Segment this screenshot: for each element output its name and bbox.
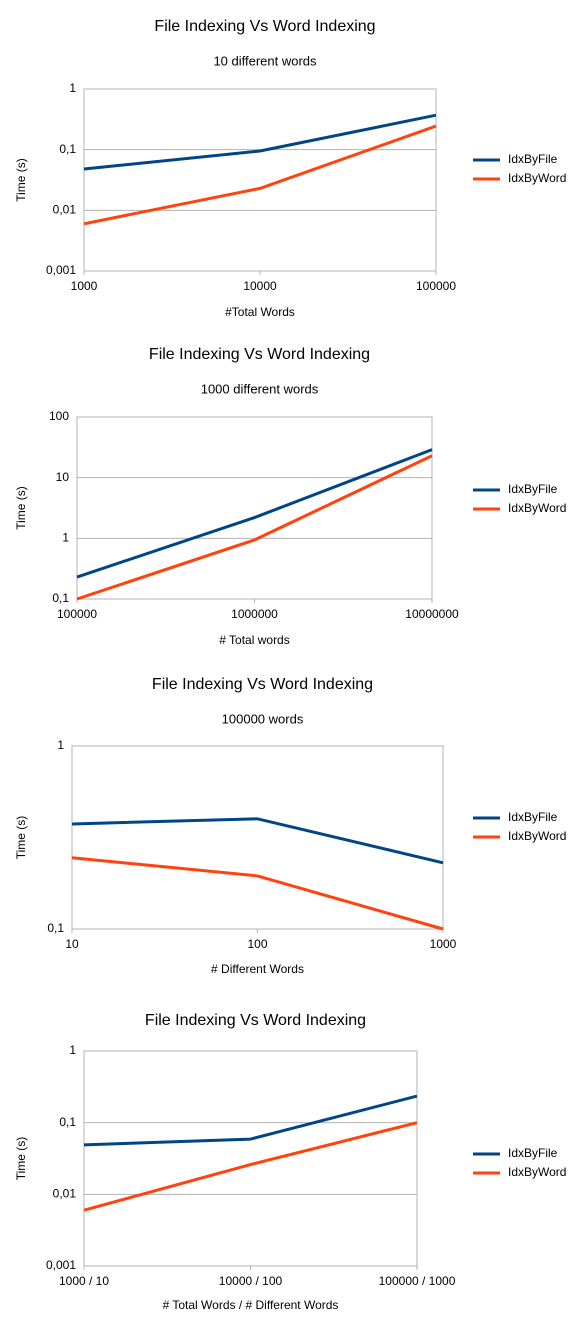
y-axis-label: Time (s): [14, 1137, 28, 1181]
x-axis-label: #Total Words: [225, 305, 295, 319]
chart-subtitle: 1000 different words: [201, 381, 319, 396]
series-line: [76, 454, 433, 601]
y-tick-label: 0,1: [59, 142, 76, 156]
legend-label: IdxByFile: [508, 152, 558, 166]
legend-label: IdxByFile: [508, 482, 558, 496]
legend-label: IdxByWord: [508, 171, 566, 185]
y-tick-label: 1: [69, 1043, 76, 1057]
legend-label: IdxByFile: [508, 1146, 558, 1160]
plot-border: [76, 416, 433, 600]
y-tick-label: 1: [62, 531, 69, 545]
x-tick-label: 10000000: [405, 607, 459, 621]
x-tick-label: 1000000: [231, 607, 278, 621]
y-tick-label: 0,1: [52, 591, 69, 605]
x-tick-label: 1000: [430, 937, 457, 951]
y-axis-label: Time (s): [14, 816, 28, 860]
series-line: [83, 124, 437, 226]
y-tick-label: 0,01: [53, 203, 77, 217]
x-axis-label: # Different Words: [211, 962, 304, 976]
series-line: [76, 448, 433, 579]
y-tick-label: 1: [57, 738, 64, 752]
x-tick-label: 10000 / 100: [219, 1274, 283, 1288]
x-tick-label: 100: [247, 937, 267, 951]
x-tick-label: 10: [65, 937, 79, 951]
plot-border: [83, 88, 437, 272]
x-tick-label: 100000: [57, 607, 97, 621]
legend-label: IdxByFile: [508, 810, 558, 824]
y-tick-label: 0,1: [59, 1115, 76, 1129]
series-line: [83, 1094, 418, 1147]
chart-title: File Indexing Vs Word Indexing: [152, 676, 373, 693]
chart-title: File Indexing Vs Word Indexing: [149, 346, 370, 363]
y-tick-label: 100: [49, 409, 69, 423]
legend-label: IdxByWord: [508, 829, 566, 843]
x-tick-label: 10000: [243, 279, 277, 293]
x-tick-label: 1000: [71, 279, 98, 293]
series-line: [83, 1121, 418, 1212]
plot-border: [71, 745, 444, 930]
legend-label: IdxByWord: [508, 501, 566, 515]
y-tick-label: 10: [56, 470, 70, 484]
y-axis-label: Time (s): [14, 486, 28, 530]
y-tick-label: 1: [69, 81, 76, 95]
y-tick-label: 0,001: [46, 263, 76, 277]
chart-subtitle: 100000 words: [222, 711, 304, 726]
y-tick-label: 0,01: [53, 1187, 77, 1201]
chart-title: File Indexing Vs Word Indexing: [154, 18, 375, 35]
y-axis-label: Time (s): [14, 158, 28, 202]
x-tick-label: 100000: [416, 279, 456, 293]
chart-title: File Indexing Vs Word Indexing: [145, 1012, 366, 1029]
x-tick-label: 100000 / 1000: [379, 1274, 456, 1288]
series-line: [71, 856, 444, 931]
y-tick-label: 0,1: [47, 921, 64, 935]
legend-label: IdxByWord: [508, 1165, 566, 1179]
y-tick-label: 0,001: [46, 1258, 76, 1272]
chart-subtitle: 10 different words: [213, 53, 317, 68]
series-line: [83, 113, 437, 171]
plot-border: [83, 1050, 418, 1267]
x-tick-label: 1000 / 10: [59, 1274, 109, 1288]
series-line: [71, 817, 444, 865]
x-axis-label: # Total Words / # Different Words: [163, 1298, 339, 1312]
x-axis-label: # Total words: [219, 633, 289, 647]
